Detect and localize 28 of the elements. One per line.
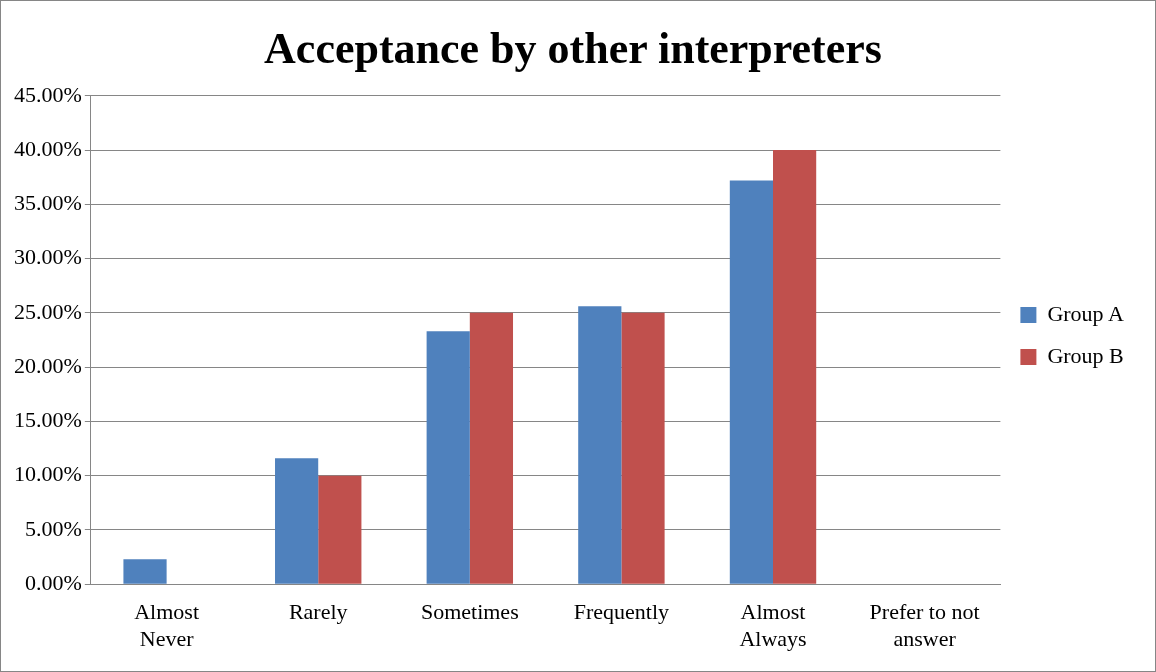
y-tick-label: 30.00% [14, 244, 82, 270]
y-tick-label: 15.00% [14, 407, 82, 433]
y-tick-label: 25.00% [14, 298, 82, 324]
bar [275, 458, 319, 584]
bar [578, 306, 622, 584]
bar [773, 150, 817, 584]
x-tick-label: Almost Always [739, 599, 807, 651]
bar [469, 312, 514, 584]
x-tick-label: Sometimes [420, 599, 519, 625]
x-tick-label: Almost Never [134, 599, 200, 651]
y-tick-label: 40.00% [14, 135, 82, 161]
bar [729, 180, 774, 584]
bar [318, 475, 362, 584]
bar [621, 312, 665, 584]
legend-label: Group A [1047, 300, 1124, 326]
chart-title: Acceptance by other interpreters [264, 23, 882, 73]
y-tick-label: 0.00% [25, 569, 82, 595]
y-tick-label: 35.00% [14, 190, 82, 216]
y-tick-label: 20.00% [14, 352, 82, 378]
y-tick-label: 10.00% [14, 461, 82, 487]
legend-label: Group B [1047, 342, 1124, 368]
y-tick-label: 45.00% [14, 81, 82, 107]
y-tick-label: 5.00% [25, 515, 82, 541]
bar [426, 331, 470, 584]
bar [123, 559, 167, 584]
x-tick-label: Prefer to not answer [869, 599, 980, 651]
x-tick-label: Rarely [288, 599, 348, 625]
x-tick-label: Frequently [573, 599, 670, 625]
